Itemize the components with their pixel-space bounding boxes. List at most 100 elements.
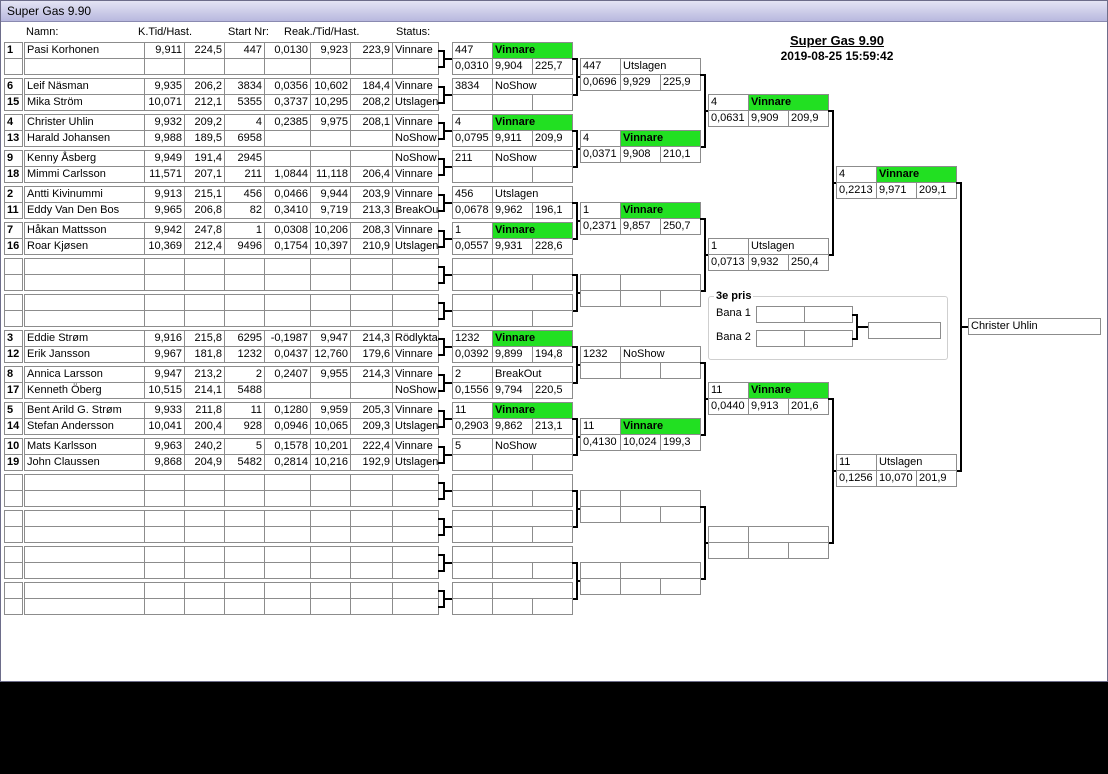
time: 10,024 — [620, 434, 661, 451]
time: 9,931 — [492, 238, 533, 255]
status: Vinnare — [392, 186, 439, 203]
result-status: NoShow — [492, 150, 573, 167]
heat-number: 8 — [4, 366, 23, 383]
column-header: K.Tid/Hast. — [138, 26, 192, 38]
speed — [350, 258, 393, 275]
speed: 203,9 — [350, 186, 393, 203]
start-nr: 4 — [708, 94, 749, 111]
time: 9,909 — [748, 110, 789, 127]
status — [392, 546, 439, 563]
speed: 209,9 — [532, 130, 573, 147]
start-nr — [224, 474, 265, 491]
status — [392, 490, 439, 507]
speed: 199,3 — [660, 434, 701, 451]
start-nr — [224, 258, 265, 275]
start-nr: 11 — [452, 402, 493, 419]
k-tid — [144, 582, 185, 599]
driver-name: Antti Kivinummi — [24, 186, 145, 203]
reaction — [264, 474, 311, 491]
heat-number: 18 — [4, 166, 23, 183]
window: Super Gas 9.90 Namn: K.Tid/Hast. Start Nr:… — [0, 0, 1108, 682]
heat-number — [4, 582, 23, 599]
reaction: 0,1256 — [836, 470, 877, 487]
result-status — [748, 526, 829, 543]
connector — [444, 166, 452, 168]
k-hast: 206,2 — [184, 78, 225, 95]
speed — [350, 474, 393, 491]
k-tid — [144, 474, 185, 491]
result-status: Vinnare — [492, 222, 573, 239]
k-hast: 191,4 — [184, 150, 225, 167]
start-nr: 11 — [708, 382, 749, 399]
start-nr — [224, 598, 265, 615]
reaction: -0,1987 — [264, 330, 311, 347]
start-nr: 5488 — [224, 382, 265, 399]
reaction — [264, 274, 311, 291]
start-nr: 1 — [580, 202, 621, 219]
start-nr — [224, 562, 265, 579]
result-status: BreakOut — [492, 366, 573, 383]
driver-name: Stefan Andersson — [24, 418, 145, 435]
reaction: 0,3410 — [264, 202, 311, 219]
driver-name: Annica Larsson — [24, 366, 145, 383]
speed — [350, 130, 393, 147]
k-tid — [144, 258, 185, 275]
connector — [705, 110, 708, 112]
driver-name: Mats Karlsson — [24, 438, 145, 455]
start-nr: 4 — [580, 130, 621, 147]
heat-number: 11 — [4, 202, 23, 219]
k-hast: 181,8 — [184, 346, 225, 363]
connector — [705, 398, 708, 400]
speed: 179,6 — [350, 346, 393, 363]
time: 9,794 — [492, 382, 533, 399]
reaction — [264, 510, 311, 527]
speed: 184,4 — [350, 78, 393, 95]
connector — [577, 508, 580, 510]
result-status: Utslagen — [876, 454, 957, 471]
k-hast: 206,8 — [184, 202, 225, 219]
k-tid — [144, 274, 185, 291]
k-hast: 211,8 — [184, 402, 225, 419]
reaction — [452, 598, 493, 615]
heat-number: 9 — [4, 150, 23, 167]
time — [310, 582, 351, 599]
result-status: Vinnare — [620, 202, 701, 219]
start-nr — [452, 294, 493, 311]
start-nr — [580, 490, 621, 507]
status: Utslagen — [392, 238, 439, 255]
time — [748, 542, 789, 559]
speed — [350, 294, 393, 311]
status: NoShow — [392, 130, 439, 147]
status: Utslagen — [392, 94, 439, 111]
time — [492, 310, 533, 327]
driver-name: Mimmi Carlsson — [24, 166, 145, 183]
k-tid: 9,932 — [144, 114, 185, 131]
reaction: 0,0795 — [452, 130, 493, 147]
result-status — [492, 258, 573, 275]
connector — [705, 254, 708, 256]
speed: 210,1 — [660, 146, 701, 163]
k-hast — [184, 510, 225, 527]
speed: 201,9 — [916, 470, 957, 487]
start-nr: 456 — [224, 186, 265, 203]
speed — [350, 382, 393, 399]
result-status: Vinnare — [492, 330, 573, 347]
connector — [577, 76, 580, 78]
driver-name: Roar Kjøsen — [24, 238, 145, 255]
result-status — [492, 510, 573, 527]
start-nr: 2945 — [224, 150, 265, 167]
lane-label: Bana 2 — [716, 331, 751, 343]
status — [392, 294, 439, 311]
heat-number — [4, 274, 23, 291]
time — [310, 510, 351, 527]
speed: 209,1 — [916, 182, 957, 199]
speed — [660, 506, 701, 523]
start-nr — [452, 474, 493, 491]
heat-number — [4, 490, 23, 507]
k-hast: 214,1 — [184, 382, 225, 399]
speed — [350, 274, 393, 291]
time: 9,947 — [310, 330, 351, 347]
speed: 228,6 — [532, 238, 573, 255]
start-nr: 82 — [224, 202, 265, 219]
start-nr: 11 — [836, 454, 877, 471]
